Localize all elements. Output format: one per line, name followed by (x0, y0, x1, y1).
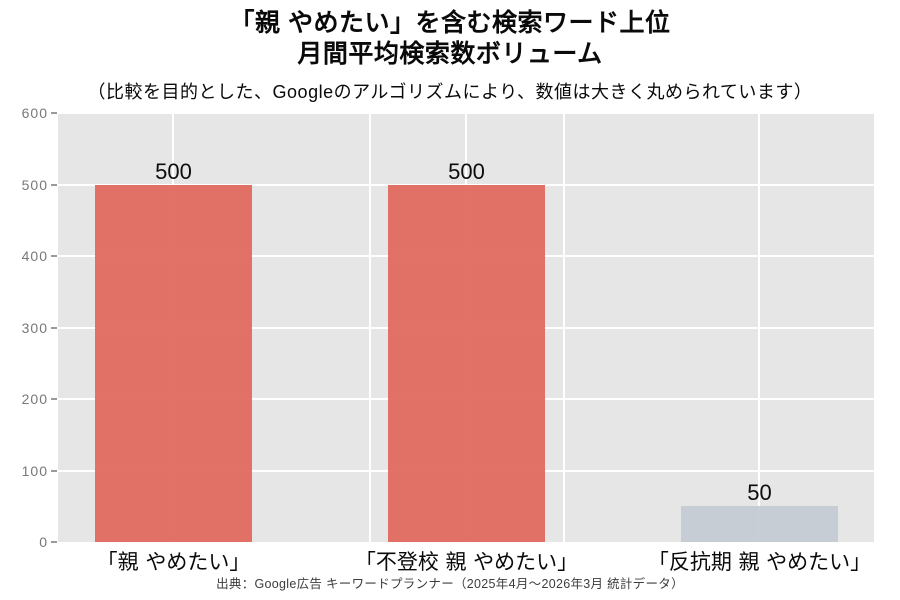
bar-value-label-2: 50 (747, 480, 772, 506)
y-tick-mark-200 (51, 398, 57, 400)
chart-title-line-1: 「親 やめたい」を含む検索ワード上位 (229, 9, 671, 37)
y-tick-mark-500 (51, 183, 57, 186)
source-caption: 出典：Google広告 キーワードプランナー（2025年4月～2026年3月 統… (216, 577, 684, 591)
v-gridline-3 (563, 113, 565, 542)
y-tick-label-500: 500 (21, 176, 48, 193)
x-category-label-1: 「不登校 親 やめたい」 (354, 550, 579, 574)
v-gridline-1 (369, 113, 371, 542)
x-category-label-0: 「親 やめたい」 (96, 550, 251, 574)
y-tick-mark-300 (51, 326, 57, 329)
y-tick-label-400: 400 (21, 248, 48, 264)
bar-1 (388, 184, 545, 542)
x-category-label-2: 「反抗期 親 やめたい」 (647, 550, 872, 574)
chart-title: 「親 やめたい」を含む検索ワード上位 月間平均検索数ボリューム (0, 8, 900, 70)
y-tick-label-200: 200 (21, 391, 48, 407)
chart-title-line-2: 月間平均検索数ボリューム (297, 40, 603, 68)
bar-value-label-1: 500 (448, 158, 485, 184)
y-tick-mark-0 (51, 541, 57, 543)
bar-0 (95, 184, 252, 542)
y-tick-label-300: 300 (21, 319, 48, 336)
y-tick-label-100: 100 (21, 462, 48, 479)
y-tick-mark-600 (51, 112, 57, 114)
y-tick-mark-100 (51, 469, 57, 472)
plot-area (58, 112, 874, 542)
bar-value-label-0: 500 (155, 158, 192, 184)
chart-subtitle: （比較を目的とした、Googleのアルゴリズムにより、数値は大きく丸められていま… (87, 82, 813, 102)
v-gridline-4 (758, 113, 760, 542)
y-tick-label-0: 0 (39, 534, 48, 550)
y-tick-label-600: 600 (21, 105, 48, 121)
y-tick-mark-400 (51, 255, 57, 257)
bar-2 (681, 506, 838, 542)
